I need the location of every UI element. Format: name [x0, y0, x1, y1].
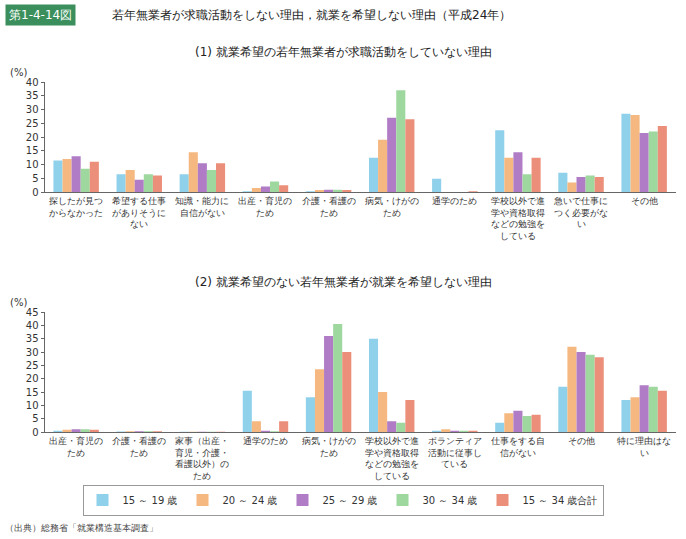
- svg-text:介護・看護のため: 介護・看護のため: [302, 196, 356, 218]
- svg-text:（出典）総務省「就業構造基本調査」: （出典）総務省「就業構造基本調査」: [5, 523, 158, 533]
- svg-text:第1-4-14図: 第1-4-14図: [9, 8, 72, 22]
- svg-text:10: 10: [26, 159, 39, 170]
- svg-text:若年無業者が求職活動をしない理由，就業を希望しない理由（平成: 若年無業者が求職活動をしない理由，就業を希望しない理由（平成24年）: [112, 8, 511, 22]
- svg-text:病気・けがのため: 病気・けがのため: [302, 436, 356, 458]
- svg-text:探したが見つからなかった: 探したが見つからなかった: [49, 196, 103, 218]
- svg-text:出産・育児のため: 出産・育児のため: [238, 196, 292, 218]
- svg-text:その他: その他: [568, 436, 595, 446]
- svg-text:20: 20: [26, 373, 39, 384]
- svg-text:10: 10: [26, 400, 39, 411]
- svg-text:5: 5: [32, 413, 38, 424]
- svg-text:25 ～ 29 歳: 25 ～ 29 歳: [323, 495, 378, 506]
- svg-text:ボランティア活動に従事している: ボランティア活動に従事している: [428, 436, 482, 469]
- svg-text:20: 20: [26, 132, 39, 143]
- svg-text:仕事をする自信がない: 仕事をする自信がない: [491, 436, 545, 458]
- svg-text:学校以外で進学や資格取得などの勉強をしている: 学校以外で進学や資格取得などの勉強をしている: [491, 196, 545, 241]
- svg-text:20 ～ 24 歳: 20 ～ 24 歳: [223, 495, 278, 506]
- svg-text:介護・看護のため: 介護・看護のため: [112, 436, 166, 458]
- svg-text:希望する仕事がありそうにない: 希望する仕事がありそうにない: [112, 196, 166, 229]
- svg-text:5: 5: [32, 173, 38, 184]
- svg-text:(%): (%): [10, 67, 27, 78]
- svg-text:通学のため: 通学のため: [432, 196, 477, 206]
- svg-text:35: 35: [26, 90, 39, 101]
- svg-text:35: 35: [26, 333, 39, 344]
- svg-text:15: 15: [26, 145, 39, 156]
- svg-text:病気・けがのため: 病気・けがのため: [365, 196, 419, 218]
- svg-text:15: 15: [26, 387, 39, 398]
- svg-text:(1) 就業希望の若年無業者が求職活動をしていない理由: (1) 就業希望の若年無業者が求職活動をしていない理由: [195, 45, 492, 59]
- svg-text:急いで仕事につく必要がない: 急いで仕事につく必要がない: [553, 196, 608, 229]
- svg-text:学校以外で進学や資格取得などの勉強をしている: 学校以外で進学や資格取得などの勉強をしている: [365, 436, 419, 481]
- svg-text:(2) 就業希望のない若年無業者が就業を希望しない理由: (2) 就業希望のない若年無業者が就業を希望しない理由: [195, 275, 492, 289]
- svg-text:15 ～ 19 歳: 15 ～ 19 歳: [123, 495, 178, 506]
- svg-text:その他: その他: [631, 196, 658, 206]
- svg-text:0: 0: [32, 187, 38, 198]
- svg-text:0: 0: [32, 427, 38, 438]
- svg-text:40: 40: [26, 77, 39, 88]
- svg-text:知識・能力に自信がない: 知識・能力に自信がない: [175, 196, 229, 218]
- svg-text:45: 45: [26, 307, 39, 318]
- svg-text:通学のため: 通学のため: [243, 436, 288, 446]
- svg-text:15 ～ 34 歳合計: 15 ～ 34 歳合計: [523, 495, 598, 506]
- svg-text:家事（出産・育児・介護・看護以外）のため: 家事（出産・育児・介護・看護以外）のため: [175, 436, 229, 481]
- svg-text:(%): (%): [10, 297, 27, 308]
- svg-text:特に理由はない: 特に理由はない: [617, 436, 671, 458]
- svg-text:25: 25: [26, 118, 39, 129]
- svg-text:40: 40: [26, 320, 39, 331]
- svg-text:出産・育児のため: 出産・育児のため: [49, 436, 103, 458]
- svg-text:25: 25: [26, 360, 39, 371]
- svg-text:30: 30: [26, 347, 39, 358]
- svg-text:30 ～ 34 歳: 30 ～ 34 歳: [423, 495, 478, 506]
- svg-text:30: 30: [26, 104, 39, 115]
